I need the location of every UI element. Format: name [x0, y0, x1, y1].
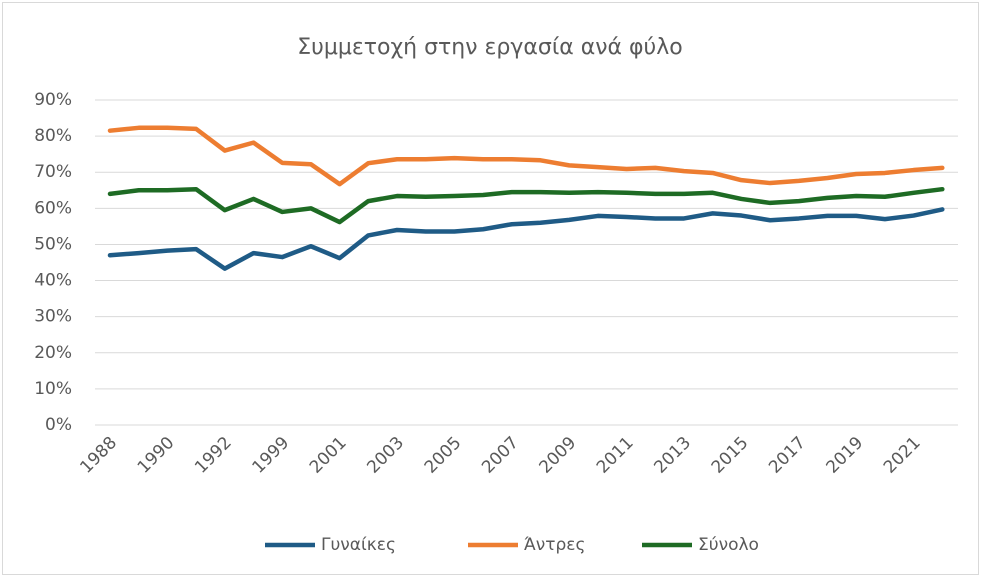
y-tick-label: 90%: [34, 90, 72, 110]
legend-label: Γυναίκες: [321, 535, 396, 555]
y-tick-label: 60%: [34, 198, 72, 218]
y-tick-label: 80%: [34, 126, 72, 146]
y-tick-label: 0%: [45, 415, 72, 435]
y-tick-label: 30%: [34, 307, 72, 327]
y-tick-label: 70%: [34, 162, 72, 182]
series-line: [107, 207, 945, 271]
series-line: [107, 186, 945, 225]
series-line: [107, 125, 945, 187]
legend-label: Σύνολο: [698, 535, 759, 555]
y-tick-label: 40%: [34, 271, 72, 291]
chart-title: Συμμετοχή στην εργασία ανά φύλο: [297, 35, 683, 60]
y-tick-label: 20%: [34, 343, 72, 363]
y-tick-label: 50%: [34, 234, 72, 254]
legend-label: Άντρες: [524, 535, 585, 555]
y-tick-label: 10%: [34, 379, 72, 399]
